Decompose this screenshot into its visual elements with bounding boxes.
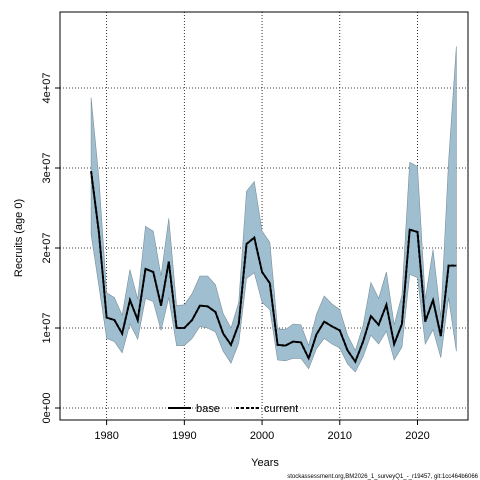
y-axis: 0e+00 1e+07 2e+07 3e+07 4e+07 xyxy=(41,73,60,424)
y-tick-label: 4e+07 xyxy=(41,73,53,104)
y-tick-label: 2e+07 xyxy=(41,233,53,264)
footer-watermark: stockassessment.org,BM2026_1_surveyQ1_-_… xyxy=(287,474,478,480)
x-tick-label: 1980 xyxy=(94,430,118,442)
x-tick-label: 2000 xyxy=(250,430,274,442)
legend-label-base: base xyxy=(196,403,220,415)
x-axis: 1980 1990 2000 2010 2020 xyxy=(94,420,430,442)
plot-frame xyxy=(59,11,469,421)
y-tick-label: 1e+07 xyxy=(41,313,53,344)
legend: base current xyxy=(168,403,298,415)
y-axis-title: Recruits (age 0) xyxy=(13,199,25,277)
x-tick-label: 2020 xyxy=(405,430,429,442)
y-tick-label: 3e+07 xyxy=(41,153,53,184)
y-tick-label: 0e+00 xyxy=(41,393,53,424)
x-tick-label: 1990 xyxy=(172,430,196,442)
legend-label-current: current xyxy=(264,403,298,415)
x-axis-title: Years xyxy=(251,457,279,469)
current-series-line xyxy=(90,171,457,364)
x-tick-label: 2010 xyxy=(328,430,352,442)
